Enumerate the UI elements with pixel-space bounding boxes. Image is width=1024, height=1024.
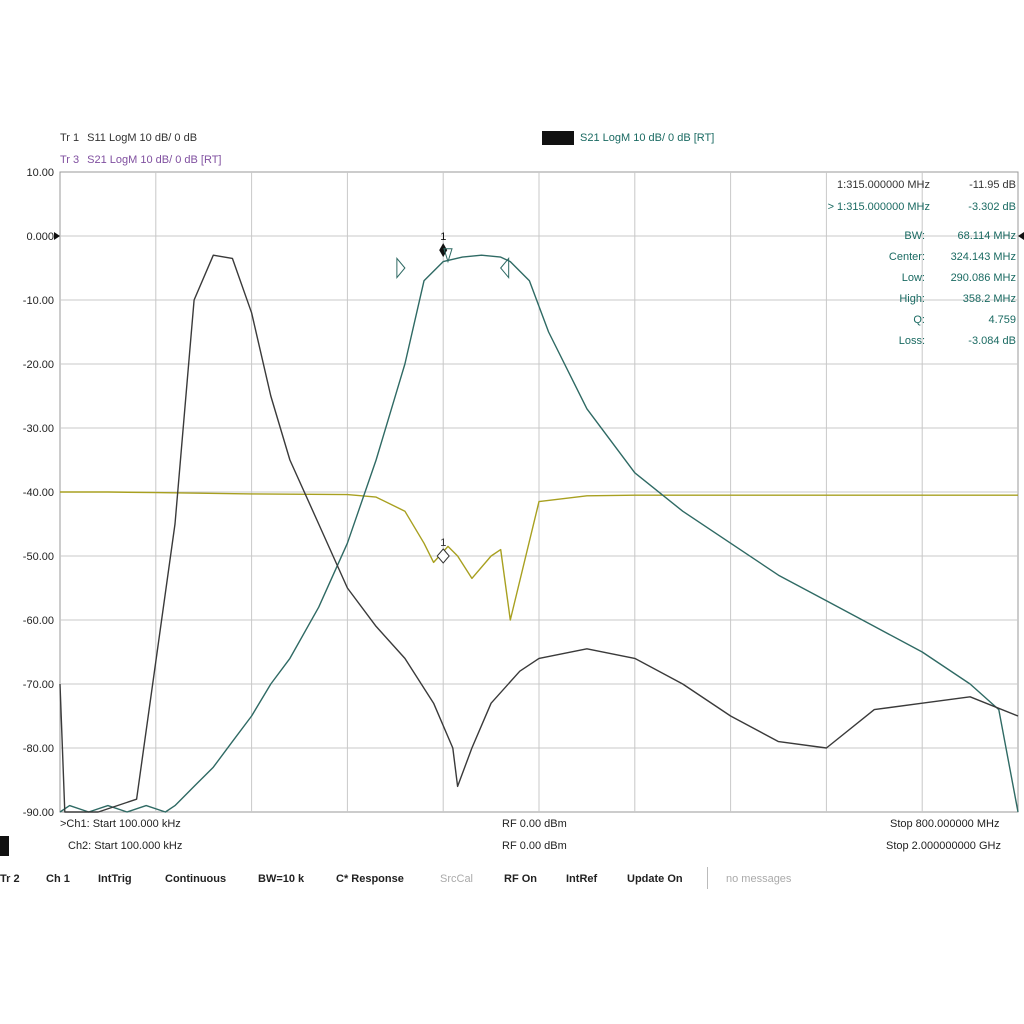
trace-2-color-swatch [542, 131, 574, 145]
status-ifbw[interactable]: BW=10 k [258, 873, 305, 885]
status-messages: no messages [726, 873, 792, 885]
bw-stat-label: Loss: [899, 335, 925, 347]
trace-1-desc: S11 LogM 10 dB/ 0 dB [87, 132, 198, 144]
chart-series [59, 254, 1019, 813]
ch1-stop: Stop 800.000000 MHz [890, 818, 1000, 830]
marker-1-s11-label: 1 [440, 537, 446, 549]
ch2-stop: Stop 2.000000000 GHz [886, 840, 1001, 852]
series-s21-line [59, 254, 1019, 813]
ch1-rf: RF 0.00 dBm [502, 818, 567, 830]
marker-1-s21-freq: > 1:315.000000 MHz [828, 201, 930, 213]
y-tick-label: 10.00 [26, 167, 54, 179]
marker-center-icon [443, 248, 453, 264]
status-calibration[interactable]: C* Response [336, 873, 404, 885]
y-tick-label: -20.00 [23, 359, 54, 371]
status-separator [707, 867, 708, 889]
marker-1-s11-freq: 1:315.000000 MHz [837, 179, 930, 191]
ch2-rf: RF 0.00 dBm [502, 840, 567, 852]
bw-stat-value: -3.084 dB [968, 335, 1016, 347]
trace-1-label: Tr 1 [60, 132, 80, 144]
y-tick-label: -80.00 [23, 743, 54, 755]
y-tick-label: -10.00 [23, 295, 54, 307]
y-tick-label: 0.000 [26, 231, 54, 243]
marker-low-icon [396, 257, 406, 279]
trace-3-header[interactable]: Tr 3 S21 LogM 10 dB/ 0 dB [RT] [60, 154, 221, 166]
bw-stat-value: 68.114 MHz [958, 230, 1017, 242]
marker-1-s21-value: -3.302 dB [968, 201, 1016, 213]
bw-stat-value: 358.2 MHz [963, 293, 1016, 305]
y-tick-label: -50.00 [23, 551, 54, 563]
ch1-start: >Ch1: Start 100.000 kHz [60, 818, 181, 830]
trace-2-desc[interactable]: S21 LogM 10 dB/ 0 dB [RT] [580, 132, 715, 144]
series-s21-ch2-line [59, 254, 1019, 813]
status-bar: Tr 2 Ch 1 IntTrig Continuous BW=10 k C* … [0, 862, 1024, 896]
bw-stat-label: Q: [913, 314, 925, 326]
status-trigger[interactable]: IntTrig [98, 873, 132, 885]
chart-svg[interactable]: 10.00 0.000 -10.00 -20.00 -30.00 -40.00 -50.00… [0, 0, 1024, 862]
trace-1-header[interactable]: Tr 1 S11 LogM 10 dB/ 0 dB [60, 132, 197, 144]
bw-stat-label: Center: [889, 251, 925, 263]
reference-left-icon [54, 232, 60, 240]
y-tick-label: -30.00 [23, 423, 54, 435]
y-tick-label: -70.00 [23, 679, 54, 691]
channel-indicator [0, 836, 9, 856]
bw-stat-value: 324.143 MHz [951, 251, 1016, 263]
status-rf[interactable]: RF On [504, 873, 537, 885]
bw-stat-value: 290.086 MHz [951, 272, 1016, 284]
status-channel[interactable]: Ch 1 [46, 873, 70, 885]
series-s11-line [60, 491, 1018, 621]
trace-3-label: Tr 3 [60, 154, 80, 166]
bw-stat-value: 4.759 [988, 314, 1016, 326]
ch2-start: Ch2: Start 100.000 kHz [68, 840, 183, 852]
status-reference[interactable]: IntRef [566, 873, 598, 885]
marker-1-s11-value: -11.95 dB [969, 179, 1016, 191]
status-sweep-mode[interactable]: Continuous [165, 873, 227, 885]
y-tick-label: -60.00 [23, 615, 54, 627]
marker-glyphs: 11 [396, 231, 510, 564]
marker-high-icon [500, 257, 510, 279]
trace-3-desc: S21 LogM 10 dB/ 0 dB [RT] [87, 154, 222, 166]
chart-grid [59, 171, 1019, 813]
bw-stat-label: High: [899, 293, 925, 305]
y-tick-label: -90.00 [23, 807, 54, 819]
marker-readout: 1:315.000000 MHz -11.95 dB > 1:315.000000 … [828, 179, 1016, 347]
reference-right-icon [1018, 232, 1024, 240]
status-srccal[interactable]: SrcCal [440, 873, 474, 885]
y-axis-ticks: 10.00 0.000 -10.00 -20.00 -30.00 -40.00 -50.00… [23, 167, 1024, 819]
marker-1-label: 1 [440, 231, 446, 243]
marker-1-s11-icon [436, 548, 450, 564]
status-trace[interactable]: Tr 2 [0, 873, 20, 885]
y-tick-label: -40.00 [23, 487, 54, 499]
status-update[interactable]: Update On [627, 873, 683, 885]
bw-stat-label: BW: [904, 230, 925, 242]
bw-stat-label: Low: [902, 272, 925, 284]
